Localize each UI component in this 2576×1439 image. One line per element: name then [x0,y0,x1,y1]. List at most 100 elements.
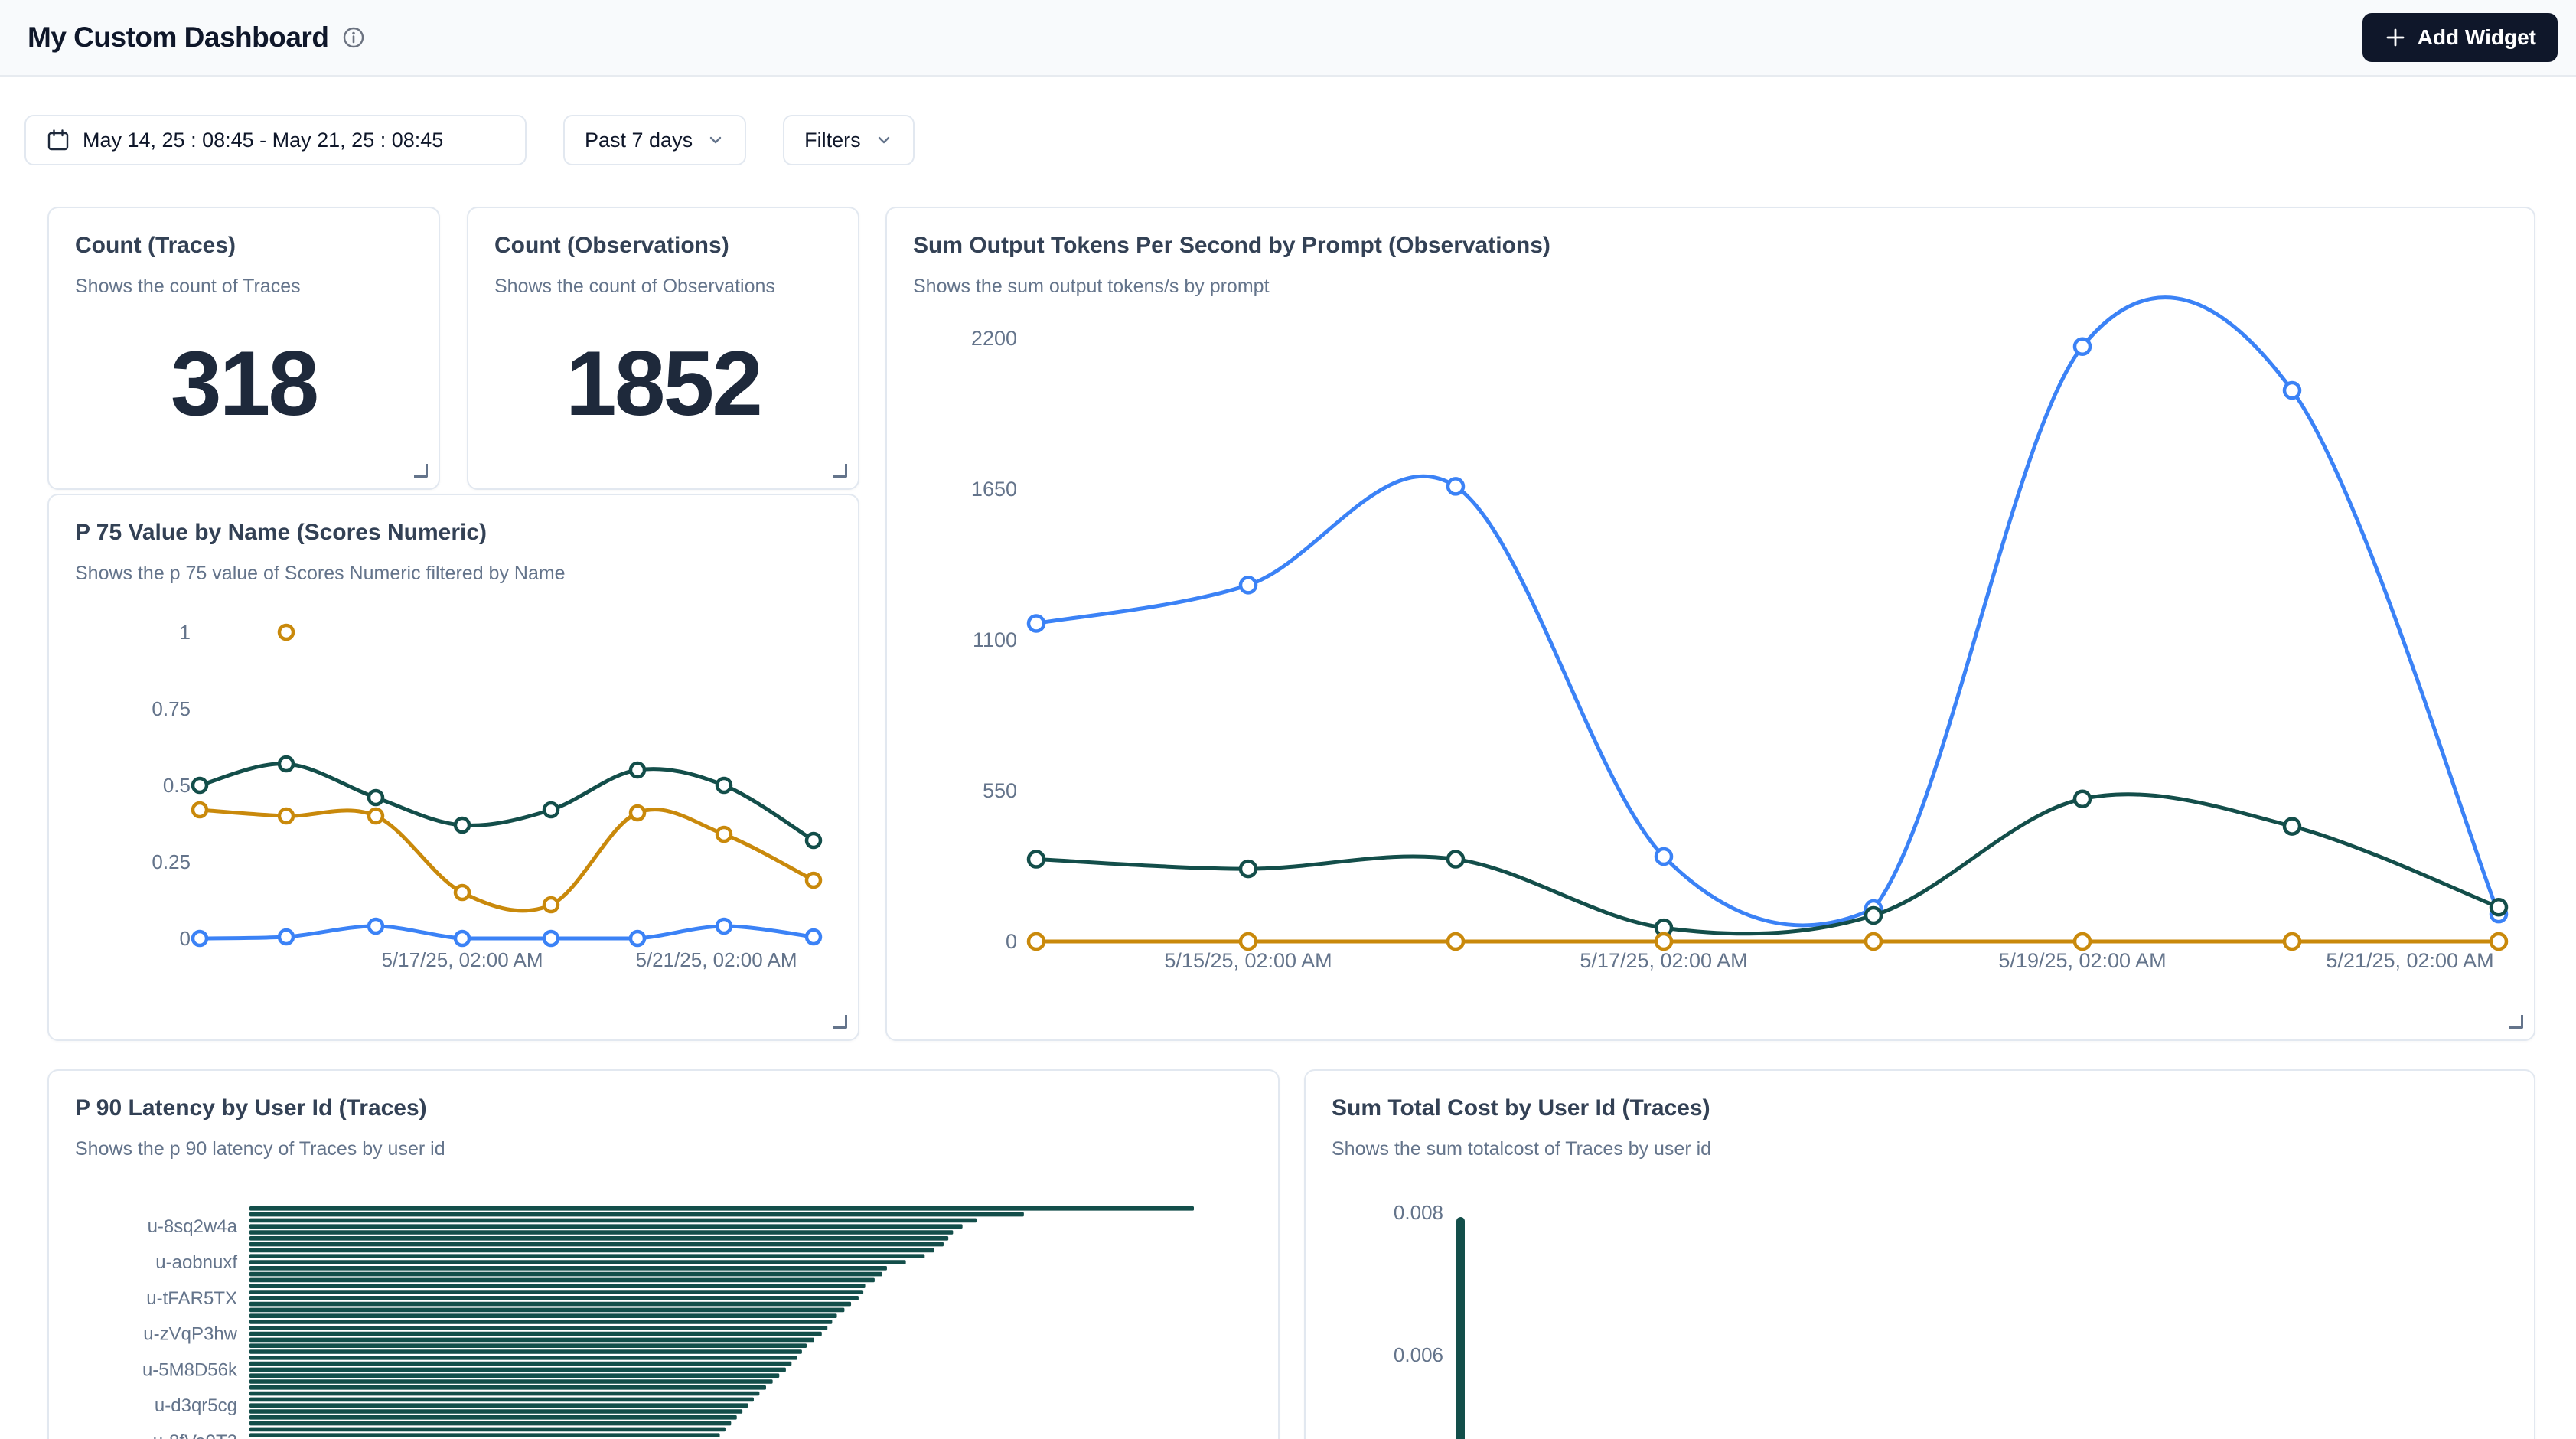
bar [249,1313,837,1318]
data-point-marker [2284,819,2300,834]
widget-title: Count (Observations) [494,233,729,259]
cost-bar-chart: 0.008 0.006 [1306,1071,2534,1439]
filter-bar: May 14, 25 : 08:45 - May 21, 25 : 08:45 … [24,115,915,165]
date-preset-dropdown[interactable]: Past 7 days [563,115,746,165]
date-range-button[interactable]: May 14, 25 : 08:45 - May 21, 25 : 08:45 [24,115,527,165]
filters-dropdown[interactable]: Filters [783,115,915,165]
info-icon[interactable] [342,26,365,49]
bar [249,1254,924,1258]
resize-handle-icon[interactable] [414,464,428,478]
data-point-marker [2075,339,2090,354]
y-tick-label: 0.5 [163,774,191,797]
data-point-marker [631,806,644,820]
bar [249,1349,802,1354]
data-point-marker [544,803,558,817]
data-point-marker [279,809,293,823]
bar [249,1379,773,1384]
data-point-marker [1029,616,1044,631]
data-point-marker [1656,934,1671,949]
y-axis-category-label: u-aobnuxf [155,1252,237,1273]
data-point-marker [1241,577,1256,592]
y-tick-label: 1650 [971,478,1017,501]
data-point-marker [369,919,383,933]
p75-line-chart: 00.250.50.7515/17/25, 02:00 AM5/21/25, 0… [49,495,858,1039]
bar [249,1320,832,1324]
bar [249,1296,859,1300]
data-point-marker [717,778,731,792]
bar [249,1398,754,1402]
bar [249,1356,797,1360]
data-point-marker [1656,849,1671,864]
y-tick-label: 1 [180,621,191,644]
bar [249,1415,737,1420]
data-point-marker [717,827,731,841]
y-tick-label: 0.008 [1394,1201,1443,1224]
data-point-marker [279,930,293,944]
resize-handle-icon[interactable] [833,1015,847,1029]
bar [249,1302,851,1307]
bar [249,1326,827,1330]
data-point-marker [1866,908,1881,923]
bar [249,1266,887,1271]
resize-handle-icon[interactable] [833,464,847,478]
bar [249,1421,731,1426]
data-point-marker [1241,934,1256,949]
bar [249,1428,726,1432]
bar [249,1236,948,1241]
bar [249,1308,844,1313]
data-point-marker [1029,852,1044,867]
card-total-cost-chart: Sum Total Cost by User Id (Traces) Shows… [1304,1069,2535,1439]
bar [249,1206,1194,1211]
data-point-marker [631,763,644,777]
data-point-marker [1448,852,1463,867]
bar [249,1403,748,1408]
bar [249,1278,875,1283]
resize-handle-icon[interactable] [2509,1015,2523,1029]
data-point-marker [544,932,558,945]
line-series-path [200,810,814,911]
bar [249,1373,779,1378]
big-number-value: 1852 [468,331,858,436]
data-point-marker [279,625,293,639]
bar [249,1224,963,1229]
data-point-marker [279,757,293,771]
data-point-marker [369,791,383,804]
widget-subtitle: Shows the count of Traces [75,276,301,298]
bar [249,1212,1024,1217]
y-axis-category-label: u-d3qr5cg [155,1395,237,1416]
chevron-down-icon [706,131,725,149]
data-point-marker [544,898,558,912]
card-count-traces: Count (Traces) Shows the count of Traces… [47,207,440,490]
add-widget-button[interactable]: Add Widget [2362,13,2558,62]
data-point-marker [2491,899,2506,915]
data-point-marker [1029,934,1044,949]
y-tick-label: 2200 [971,327,1017,350]
data-point-marker [1448,478,1463,494]
x-tick-label: 5/17/25, 02:00 AM [381,948,543,971]
y-axis-category-label: u-8sq2w4a [148,1216,238,1237]
y-tick-label: 0.006 [1394,1343,1443,1366]
x-tick-label: 5/21/25, 02:00 AM [2326,949,2493,972]
bar [249,1433,720,1437]
bar [249,1362,791,1366]
data-point-marker [2491,934,2506,949]
data-point-marker [807,873,820,887]
bar [249,1385,766,1390]
data-point-marker [2284,934,2300,949]
bar [249,1272,882,1277]
filters-label: Filters [804,129,861,152]
data-point-marker [1448,934,1463,949]
y-axis-category-label: u-zVqP3hw [143,1324,237,1345]
dashboard-page: My Custom Dashboard Add Widget [0,0,2576,1439]
card-tokens-per-second-chart: Sum Output Tokens Per Second by Prompt (… [885,207,2535,1041]
widget-subtitle: Shows the count of Observations [494,276,775,298]
data-point-marker [2075,791,2090,807]
y-axis-category-label: u-5M8D56k [142,1359,238,1380]
bar [249,1368,786,1372]
y-axis-category-label: u-8fVa9T3 [153,1431,237,1439]
data-point-marker [455,932,469,945]
bar [249,1290,863,1294]
bar [249,1409,742,1414]
y-tick-label: 0 [180,927,191,950]
bar [249,1392,759,1396]
